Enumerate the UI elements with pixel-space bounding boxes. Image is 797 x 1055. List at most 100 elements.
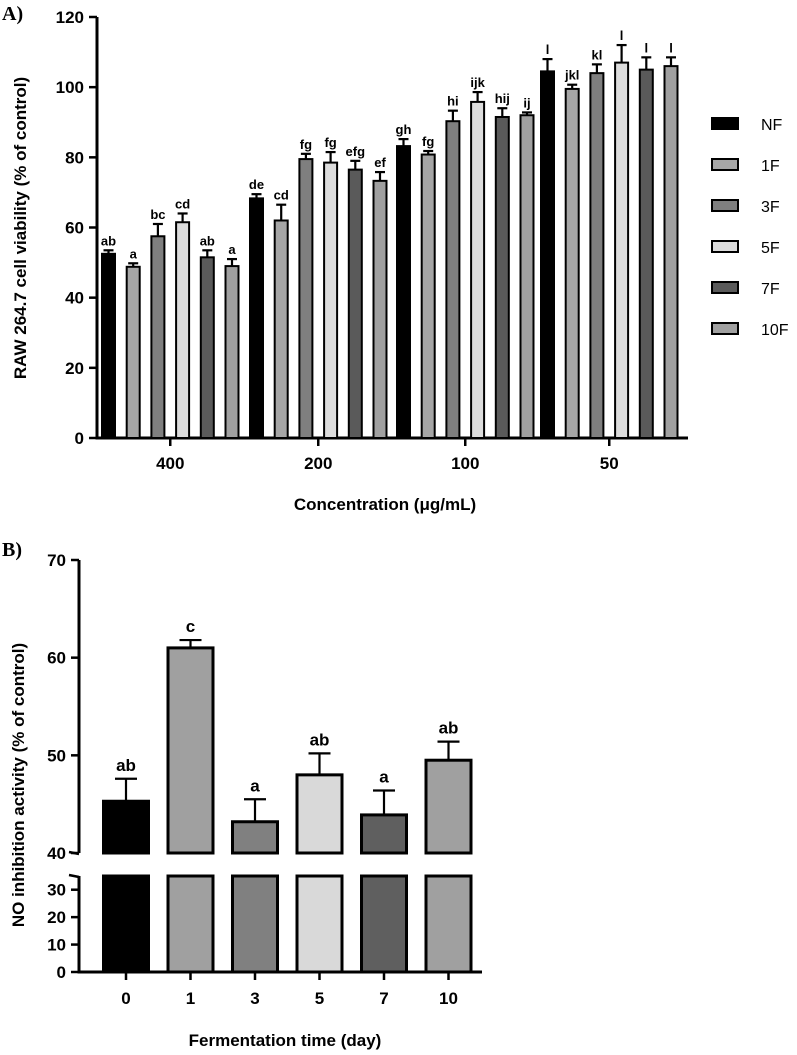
panel-b-significance-letter: a [379, 767, 389, 786]
panel-a-chart: 0 20 40 60 80 100 120 400 200 100 50 ab de gh l a cd fg jk… [56, 8, 688, 473]
legend-label: 5F [761, 240, 780, 257]
panel-a-significance-letter: l [620, 28, 624, 43]
panel-a-bar [273, 219, 289, 439]
panel-b-y-tick-label: 50 [47, 746, 66, 765]
panel-a-bar [298, 158, 314, 439]
panel-a-bar [614, 61, 630, 439]
panel-b-bar-lower [231, 874, 279, 974]
panel-a-y-tick-label: 60 [65, 219, 84, 238]
panel-b-significance-letter: ab [116, 756, 136, 775]
legend-label: NF [761, 117, 783, 134]
panel-b-y-tick-label: 60 [47, 649, 66, 668]
panel-b-y-axis-title: NO inhibition activity (% of control) [9, 643, 28, 927]
panel-a-bar [445, 120, 461, 439]
panel-a-y-tick-label: 80 [65, 148, 84, 167]
panel-a-significance-letter: fg [422, 134, 434, 149]
panel-a-bar [540, 70, 555, 439]
legend-swatch [711, 240, 739, 253]
panel-b-x-tick-label: 5 [315, 989, 324, 1008]
panel-a-significance-letter: jkl [564, 68, 579, 83]
legend-swatch [711, 117, 739, 130]
panel-b-bar-upper [231, 820, 279, 855]
panel-a-significance-letter: ijk [470, 75, 485, 90]
panel-b-bar-lower [102, 874, 150, 974]
panel-b-x-tick-label: 10 [439, 989, 458, 1008]
panel-b-bar-lower [295, 874, 344, 974]
panel-a-x-tick-label: 50 [600, 454, 619, 473]
panel-b-label: B) [2, 539, 22, 561]
panel-a-bar [638, 68, 654, 439]
panel-a-y-tick-label: 120 [56, 8, 84, 27]
panel-a-significance-letter: fg [300, 137, 312, 152]
panel-b-axis-break-mark [68, 873, 80, 879]
panel-b-x-tick-label: 3 [250, 989, 259, 1008]
panel-a-x-axis-title: Concentration (μg/mL) [294, 495, 476, 514]
panel-a-significance-letter: bc [150, 207, 165, 222]
panel-b-bar-lower [424, 874, 473, 974]
panel-b-significance-letter: c [186, 617, 195, 636]
panel-a-significance-letter: cd [274, 188, 289, 203]
panel-a-significance-letter: a [130, 246, 138, 261]
panel-a-significance-letter: fg [324, 135, 336, 150]
panel-b-bar-upper [166, 646, 215, 855]
panel-a-significance-letter: l [546, 42, 550, 57]
panel-b-chart: 40 50 60 70 0 10 20 30 ab 0 c 1 a 3 ab 5 a 7 ab 10 [47, 551, 482, 1008]
panel-a-y-tick-label: 100 [56, 78, 84, 97]
panel-b-x-tick-label: 0 [121, 989, 130, 1008]
panel-b-bar-lower [166, 874, 215, 974]
panel-a-y-axis-title: RAW 264.7 cell viability (% of control) [11, 77, 30, 379]
panel-a-significance-letter: hij [495, 91, 510, 106]
panel-a-bar [323, 161, 339, 440]
panel-a-bar [372, 179, 388, 439]
panel-a-bar [663, 65, 679, 439]
panel-b-y-tick-label: 10 [47, 936, 66, 955]
legend-label: 10F [761, 322, 789, 339]
panel-b-bar-upper [295, 773, 344, 855]
legend-swatch [711, 322, 739, 335]
panel-a-significance-letter: de [249, 177, 264, 192]
panel-b-x-axis-title: Fermentation time (day) [189, 1031, 382, 1050]
panel-b-significance-letter: ab [439, 719, 459, 738]
panel-b-y-tick-label: 0 [57, 963, 66, 982]
panel-a-y-tick-label: 20 [65, 359, 84, 378]
panel-a-label: A) [2, 3, 23, 25]
panel-b-y-tick-label: 70 [47, 551, 66, 570]
panel-a-bar [564, 87, 580, 439]
panel-a-significance-letter: a [228, 242, 236, 257]
panel-a-significance-letter: l [644, 40, 648, 55]
panel-b-bar-lower [360, 874, 408, 974]
legend-swatch [711, 158, 739, 171]
panel-a-bar [150, 235, 166, 439]
panel-a-bar [249, 197, 264, 439]
panel-a-bar [494, 115, 510, 440]
panel-a-bar [224, 265, 240, 440]
panel-a-x-tick-label: 100 [451, 454, 479, 473]
panel-a-significance-letter: kl [591, 47, 602, 62]
panel-a-bar [101, 252, 116, 439]
panel-b-significance-letter: a [250, 776, 260, 795]
panel-a-y-tick-label: 0 [75, 429, 84, 448]
panel-b-x-tick-label: 7 [379, 989, 388, 1008]
panel-a-significance-letter: ab [200, 233, 215, 248]
panel-a-significance-letter: ab [101, 233, 116, 248]
panel-a-significance-letter: hi [447, 94, 459, 109]
panel-a-bar [125, 265, 141, 439]
panel-a-x-tick-label: 200 [304, 454, 332, 473]
legend-label: 3F [761, 199, 780, 216]
panel-a-bar [199, 256, 215, 439]
panel-a-significance-letter: cd [175, 196, 190, 211]
panel-b-significance-letter: ab [310, 730, 330, 749]
legend-label: 7F [761, 281, 780, 298]
panel-a-bar [347, 168, 363, 440]
panel-a-significance-letter: l [669, 40, 673, 55]
panel-a-significance-letter: ef [374, 155, 386, 170]
panel-b-y-tick-label: 30 [47, 881, 66, 900]
panel-a-x-tick-label: 400 [156, 454, 184, 473]
panel-b-bar-upper [360, 813, 408, 855]
panel-a-bar [420, 153, 436, 439]
panel-a-bar [589, 72, 605, 439]
panel-b-bar-upper [424, 758, 473, 855]
panel-a-bar [519, 114, 535, 439]
panel-a-bar [396, 145, 411, 440]
